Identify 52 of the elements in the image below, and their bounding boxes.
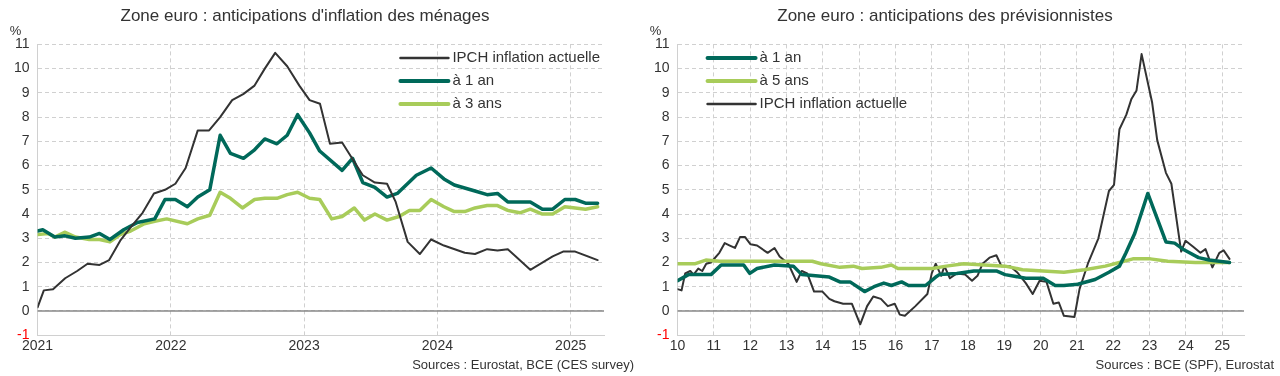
y-tick-label: 0 [21, 301, 30, 318]
y-tick-label: 6 [21, 156, 30, 173]
y-tick-label: 1 [21, 277, 30, 294]
x-tick-label: 20 [1032, 337, 1049, 354]
x-tick-label: 11 [706, 337, 722, 354]
y-tick-label: 1 [661, 277, 670, 294]
legend-label: à 1 an [452, 71, 495, 89]
x-tick-label: 16 [887, 337, 904, 354]
y-tick-label: 2 [21, 253, 30, 270]
x-tick-label: 25 [1214, 337, 1231, 354]
y-tick-label: 4 [661, 204, 670, 221]
y-tick-label: 2 [661, 253, 670, 270]
y-tick-label: 10 [653, 59, 670, 76]
source-note: Sources : Eurostat, BCE (CES survey) [412, 357, 634, 373]
x-tick-label: 21 [1069, 337, 1085, 354]
y-tick-label: 8 [21, 107, 30, 124]
x-tick-label: 15 [851, 337, 868, 354]
x-tick-label: 2024 [421, 337, 454, 354]
legend-label: à 3 ans [452, 94, 502, 112]
chart-title: Zone euro : anticipations des prévisionnistes [777, 5, 1113, 25]
y-tick-label: 10 [13, 59, 30, 76]
x-tick-label: 13 [778, 337, 795, 354]
x-tick-label: 17 [923, 337, 940, 354]
y-tick-label: 7 [661, 132, 670, 149]
legend-label: IPCH inflation actuelle [759, 94, 908, 112]
x-tick-label: 2023 [288, 337, 320, 354]
y-tick-label: 9 [661, 83, 670, 100]
y-tick-label: 3 [661, 229, 670, 246]
chart-title: Zone euro : anticipations d'inflation des ménages [120, 5, 490, 25]
y-tick-label: 3 [21, 229, 30, 246]
y-tick-label: 5 [21, 180, 30, 197]
y-tick-label: -1 [657, 326, 670, 343]
legend-label: à 1 an [759, 48, 802, 66]
x-tick-label: 19 [996, 337, 1013, 354]
x-tick-label: 14 [815, 337, 831, 354]
x-tick-label: 2025 [555, 337, 587, 354]
y-tick-label: 8 [661, 107, 670, 124]
y-tick-label: 5 [661, 180, 670, 197]
x-tick-label: 24 [1178, 337, 1194, 354]
x-tick-label: 12 [742, 337, 759, 354]
y-tick-label: 6 [661, 156, 670, 173]
source-note: Sources : BCE (SPF), Eurostat [1095, 357, 1275, 373]
y-tick-label: 9 [21, 83, 30, 100]
y-tick-label: 7 [21, 132, 30, 149]
legend-label: à 5 ans [759, 71, 809, 89]
y-tick-label: 4 [21, 204, 30, 221]
x-tick-label: 18 [960, 337, 977, 354]
y-tick-label: 0 [661, 301, 670, 318]
legend-label: IPCH inflation actuelle [452, 48, 600, 66]
x-tick-label: 22 [1105, 337, 1122, 354]
x-tick-label: 23 [1141, 337, 1158, 354]
x-tick-label: 2022 [155, 337, 187, 354]
